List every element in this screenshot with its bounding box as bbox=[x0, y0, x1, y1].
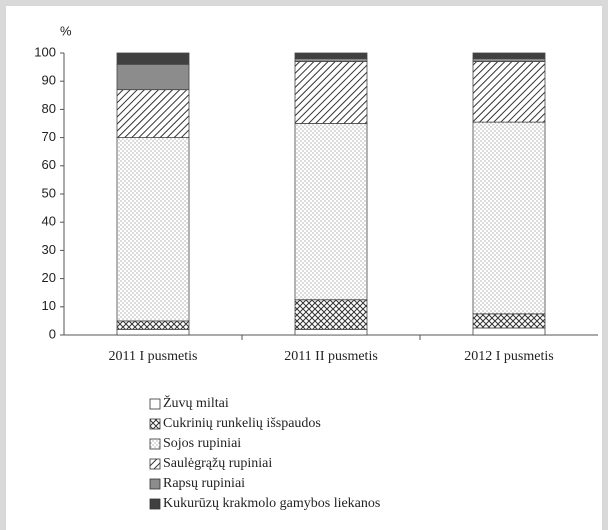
bar-segment bbox=[116, 137, 190, 322]
y-tick-label: 90 bbox=[42, 73, 56, 88]
bar-segment bbox=[294, 328, 368, 336]
legend-swatch bbox=[149, 458, 161, 470]
bar-segment bbox=[294, 299, 368, 330]
y-tick-label: 80 bbox=[42, 101, 56, 116]
y-unit-label: % bbox=[60, 23, 72, 38]
y-tick-label: 70 bbox=[42, 129, 56, 144]
bar-segment bbox=[472, 52, 546, 60]
legend-swatch bbox=[149, 438, 161, 450]
bar-segment bbox=[472, 327, 546, 336]
bar-segment bbox=[472, 61, 546, 123]
y-tick-label: 100 bbox=[34, 44, 56, 59]
bar-segment bbox=[294, 58, 368, 62]
legend-label: Saulėgrąžų rupiniai bbox=[163, 456, 272, 471]
bar-segment bbox=[472, 58, 546, 62]
y-tick-label: 40 bbox=[42, 214, 56, 229]
legend-label: Cukrinių runkelių išspaudos bbox=[163, 416, 321, 431]
x-tick-label: 2012 I pusmetis bbox=[464, 349, 553, 364]
bar-segment bbox=[116, 320, 190, 330]
bar-segment bbox=[116, 63, 190, 91]
x-tick-label: 2011 II pusmetis bbox=[284, 349, 378, 364]
legend-label: Kukurūzų krakmolo gamybos liekanos bbox=[163, 496, 380, 511]
y-tick-label: 60 bbox=[42, 157, 56, 172]
bar-segment bbox=[116, 89, 190, 139]
bar-segment bbox=[472, 313, 546, 329]
legend-swatch bbox=[149, 498, 161, 510]
legend-label: Rapsų rupiniai bbox=[163, 476, 245, 491]
bar-segment bbox=[294, 123, 368, 301]
bar-segment bbox=[116, 328, 190, 336]
bar-segment bbox=[472, 121, 546, 315]
x-tick-label: 2011 I pusmetis bbox=[109, 349, 198, 364]
legend-swatch bbox=[149, 418, 161, 430]
y-tick-label: 0 bbox=[49, 326, 56, 341]
y-tick-label: 20 bbox=[42, 270, 56, 285]
y-tick-label: 50 bbox=[42, 185, 56, 200]
bar-segment bbox=[294, 61, 368, 124]
y-tick-label: 10 bbox=[42, 298, 56, 313]
legend-swatch bbox=[149, 478, 161, 490]
y-tick-label: 30 bbox=[42, 242, 56, 257]
bar-segment bbox=[294, 52, 368, 60]
legend-label: Sojos rupiniai bbox=[163, 436, 241, 451]
legend-label: Žuvų miltai bbox=[163, 394, 229, 411]
legend-swatch bbox=[149, 398, 161, 410]
bar-segment bbox=[116, 52, 190, 65]
